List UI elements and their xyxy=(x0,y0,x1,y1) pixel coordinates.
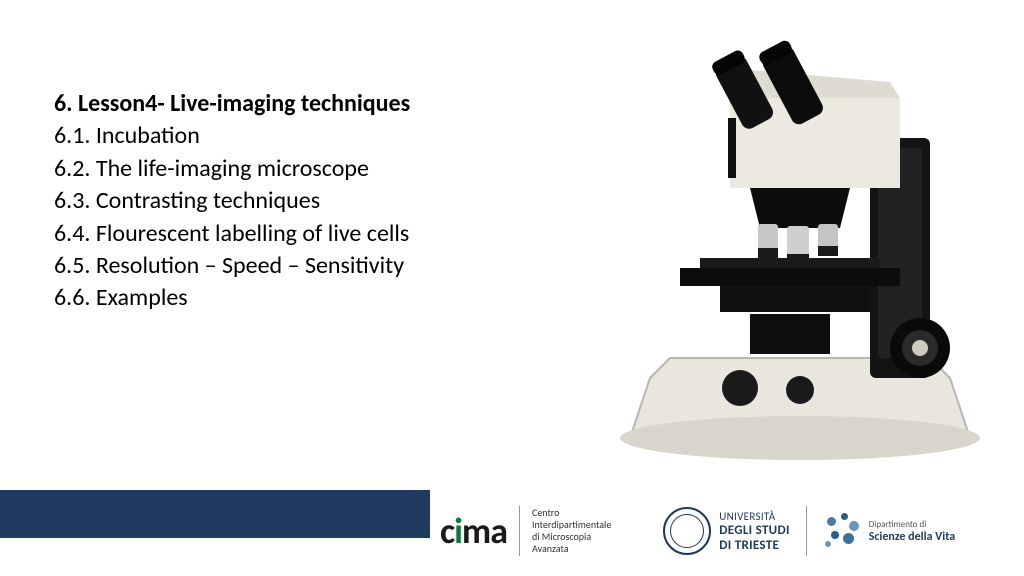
item-1: 6.1. Incubation xyxy=(54,120,554,152)
cima-wordmark: cima xyxy=(440,509,507,553)
department-dots-icon xyxy=(823,511,863,551)
uni-line-2: DEGLI STUDI xyxy=(719,523,789,538)
cima-i: i xyxy=(454,509,462,553)
divider-icon xyxy=(519,506,520,556)
dep-line-2: Scienze della Vita xyxy=(869,530,955,544)
dep-line-1: Dipartimento di xyxy=(869,519,955,530)
lesson-heading: 6. Lesson4- Live-imaging techniques xyxy=(54,88,554,120)
item-6: 6.6. Examples xyxy=(54,282,554,314)
microscope-image xyxy=(600,18,1000,478)
department-text: Dipartimento di Scienze della Vita xyxy=(869,519,955,544)
cima-ma: ma xyxy=(462,509,507,553)
item-2: 6.2. The life-imaging microscope xyxy=(54,153,554,185)
item-5: 6.5. Resolution – Speed – Sensitivity xyxy=(54,250,554,282)
item-3: 6.3. Contrasting techniques xyxy=(54,185,554,217)
cima-sub-4: Avanzata xyxy=(532,543,611,555)
divider-icon xyxy=(806,506,807,556)
content-block: 6. Lesson4- Live-imaging techniques 6.1.… xyxy=(54,88,554,315)
university-seal-icon xyxy=(663,507,711,555)
logo-university: UNIVERSITÀ DEGLI STUDI DI TRIESTE xyxy=(663,507,789,555)
footer-logos: cima Centro Interdipartimentale di Micro… xyxy=(440,496,1024,566)
item-4: 6.4. Flourescent labelling of live cells xyxy=(54,218,554,250)
uni-line-3: DI TRIESTE xyxy=(719,538,789,553)
cima-c: c xyxy=(440,509,454,553)
uni-line-1: UNIVERSITÀ xyxy=(719,510,789,523)
cima-subtitle: Centro Interdipartimentale di Microscopi… xyxy=(532,507,611,555)
logo-cima: cima Centro Interdipartimentale di Micro… xyxy=(440,506,611,556)
footer-bar xyxy=(0,490,430,538)
slide: 6. Lesson4- Live-imaging techniques 6.1.… xyxy=(0,0,1024,576)
university-text: UNIVERSITÀ DEGLI STUDI DI TRIESTE xyxy=(719,510,789,553)
logo-department: Dipartimento di Scienze della Vita xyxy=(823,511,955,551)
